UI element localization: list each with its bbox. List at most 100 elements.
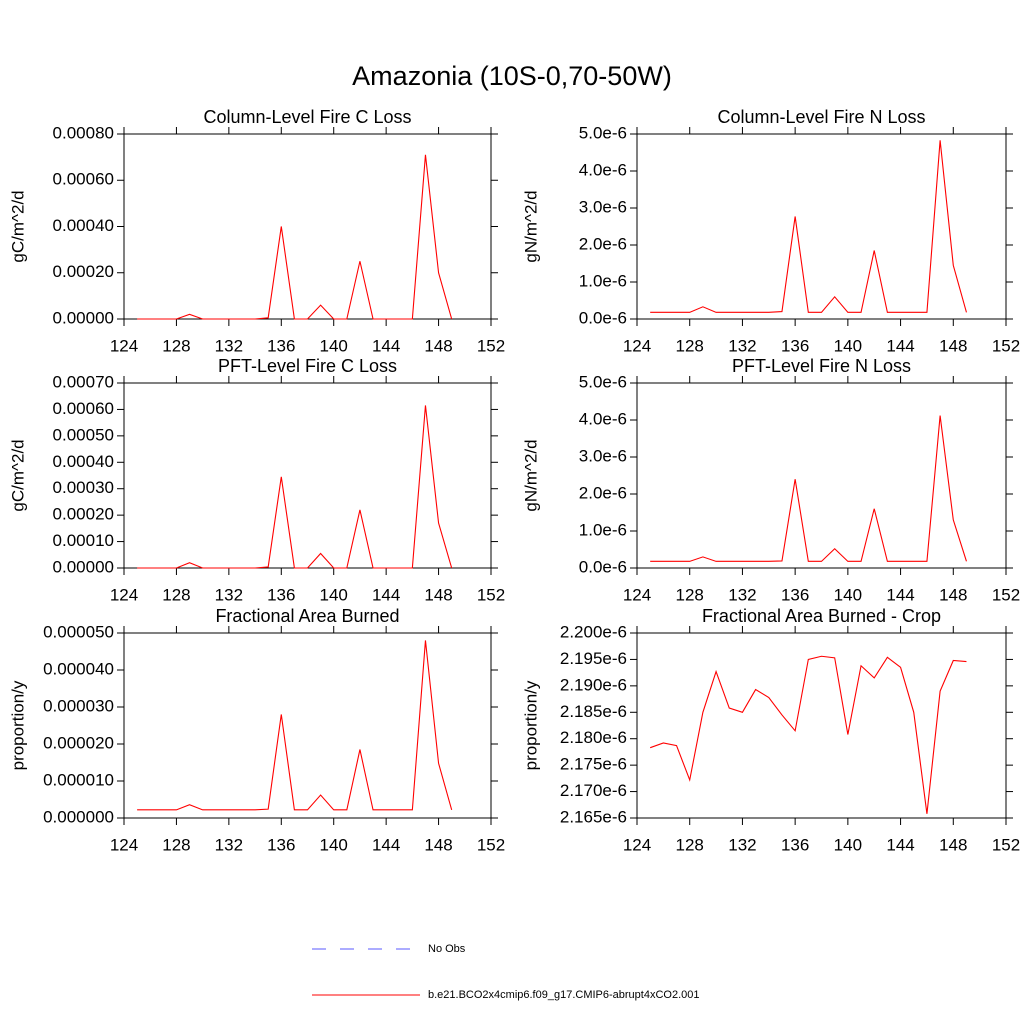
panel-title: Fractional Area Burned - Crop xyxy=(702,606,941,626)
x-tick-label: 128 xyxy=(162,835,190,854)
y-tick-label: 0.00040 xyxy=(53,452,114,471)
y-tick-label: 3.0e-6 xyxy=(579,197,627,216)
y-tick-label: 0.000000 xyxy=(43,807,114,826)
panel-title: Column-Level Fire N Loss xyxy=(717,107,925,127)
x-tick-label: 140 xyxy=(834,585,862,604)
y-tick-label: 2.195e-6 xyxy=(560,649,627,668)
y-tick-label: 0.000040 xyxy=(43,659,114,678)
x-tick-label: 152 xyxy=(992,336,1020,355)
x-tick-label: 140 xyxy=(320,835,348,854)
y-tick-label: 2.185e-6 xyxy=(560,702,627,721)
x-tick-label: 144 xyxy=(372,336,400,355)
y-axis-label: gC/m^2/d xyxy=(8,439,27,511)
y-axis-label: proportion/y xyxy=(521,680,540,770)
y-axis-label: gN/m^2/d xyxy=(521,439,540,511)
x-tick-label: 152 xyxy=(477,585,505,604)
x-tick-label: 136 xyxy=(267,336,295,355)
x-tick-label: 152 xyxy=(992,585,1020,604)
x-tick-label: 132 xyxy=(728,835,756,854)
x-tick-label: 148 xyxy=(424,336,452,355)
x-tick-label: 148 xyxy=(939,336,967,355)
y-tick-label: 0.00020 xyxy=(53,262,114,281)
y-tick-label: 0.00060 xyxy=(53,399,114,418)
x-tick-label: 140 xyxy=(834,835,862,854)
x-tick-label: 124 xyxy=(110,585,138,604)
x-tick-label: 144 xyxy=(886,835,914,854)
x-tick-label: 136 xyxy=(781,336,809,355)
x-tick-label: 152 xyxy=(992,835,1020,854)
y-tick-label: 4.0e-6 xyxy=(579,160,627,179)
y-tick-label: 0.0e-6 xyxy=(579,557,627,576)
x-tick-label: 144 xyxy=(372,585,400,604)
x-tick-label: 148 xyxy=(939,585,967,604)
figure-title: Amazonia (10S-0,70-50W) xyxy=(352,61,672,91)
x-tick-label: 152 xyxy=(477,336,505,355)
y-axis-label: gC/m^2/d xyxy=(8,190,27,262)
x-tick-label: 128 xyxy=(676,585,704,604)
y-tick-label: 0.000010 xyxy=(43,770,114,789)
x-tick-label: 124 xyxy=(110,336,138,355)
x-tick-label: 152 xyxy=(477,835,505,854)
y-tick-label: 2.200e-6 xyxy=(560,622,627,641)
x-tick-label: 140 xyxy=(834,336,862,355)
y-tick-label: 5.0e-6 xyxy=(579,123,627,142)
x-tick-label: 148 xyxy=(424,585,452,604)
x-tick-label: 124 xyxy=(623,835,651,854)
x-tick-label: 140 xyxy=(320,336,348,355)
plot-frame xyxy=(123,133,492,320)
plot-frame xyxy=(636,133,1007,320)
y-tick-label: 0.00010 xyxy=(53,531,114,550)
x-tick-label: 132 xyxy=(728,585,756,604)
y-tick-label: 2.175e-6 xyxy=(560,755,627,774)
panel-title: PFT-Level Fire C Loss xyxy=(218,356,397,376)
y-tick-label: 0.00040 xyxy=(53,216,114,235)
y-tick-label: 2.0e-6 xyxy=(579,234,627,253)
plot-frame xyxy=(636,632,1007,819)
x-tick-label: 148 xyxy=(939,835,967,854)
x-tick-label: 128 xyxy=(676,835,704,854)
y-tick-label: 0.00060 xyxy=(53,170,114,189)
y-tick-label: 0.00000 xyxy=(53,308,114,327)
x-tick-label: 128 xyxy=(162,336,190,355)
plot-frame xyxy=(123,632,492,819)
x-tick-label: 136 xyxy=(267,835,295,854)
y-axis-label: gN/m^2/d xyxy=(521,190,540,262)
y-tick-label: 0.00080 xyxy=(53,123,114,142)
data-line xyxy=(137,154,453,320)
panel-title: Fractional Area Burned xyxy=(215,606,399,626)
data-line xyxy=(137,405,453,569)
data-line xyxy=(650,415,967,562)
plot-frame xyxy=(123,382,492,569)
x-tick-label: 136 xyxy=(781,835,809,854)
x-tick-label: 128 xyxy=(162,585,190,604)
panel-title: Column-Level Fire C Loss xyxy=(203,107,411,127)
panel-title: PFT-Level Fire N Loss xyxy=(732,356,911,376)
data-line xyxy=(650,140,967,313)
y-tick-label: 2.190e-6 xyxy=(560,675,627,694)
y-tick-label: 2.180e-6 xyxy=(560,728,627,747)
plot-frame xyxy=(636,382,1007,569)
y-tick-label: 2.0e-6 xyxy=(579,483,627,502)
y-tick-label: 3.0e-6 xyxy=(579,446,627,465)
y-tick-label: 0.00000 xyxy=(53,557,114,576)
y-tick-label: 0.000020 xyxy=(43,733,114,752)
x-tick-label: 124 xyxy=(110,835,138,854)
x-tick-label: 132 xyxy=(215,835,243,854)
legend-label: No Obs xyxy=(428,943,466,955)
y-tick-label: 2.165e-6 xyxy=(560,807,627,826)
x-tick-label: 124 xyxy=(623,585,651,604)
y-tick-label: 5.0e-6 xyxy=(579,372,627,391)
x-tick-label: 140 xyxy=(320,585,348,604)
y-tick-label: 0.00020 xyxy=(53,505,114,524)
y-axis-label: proportion/y xyxy=(8,680,27,770)
y-tick-label: 0.000050 xyxy=(43,622,114,641)
y-tick-label: 4.0e-6 xyxy=(579,409,627,428)
y-tick-label: 0.00050 xyxy=(53,425,114,444)
data-line xyxy=(137,640,453,811)
x-tick-label: 136 xyxy=(267,585,295,604)
y-tick-label: 1.0e-6 xyxy=(579,520,627,539)
x-tick-label: 132 xyxy=(215,585,243,604)
y-tick-label: 0.00030 xyxy=(53,478,114,497)
x-tick-label: 136 xyxy=(781,585,809,604)
